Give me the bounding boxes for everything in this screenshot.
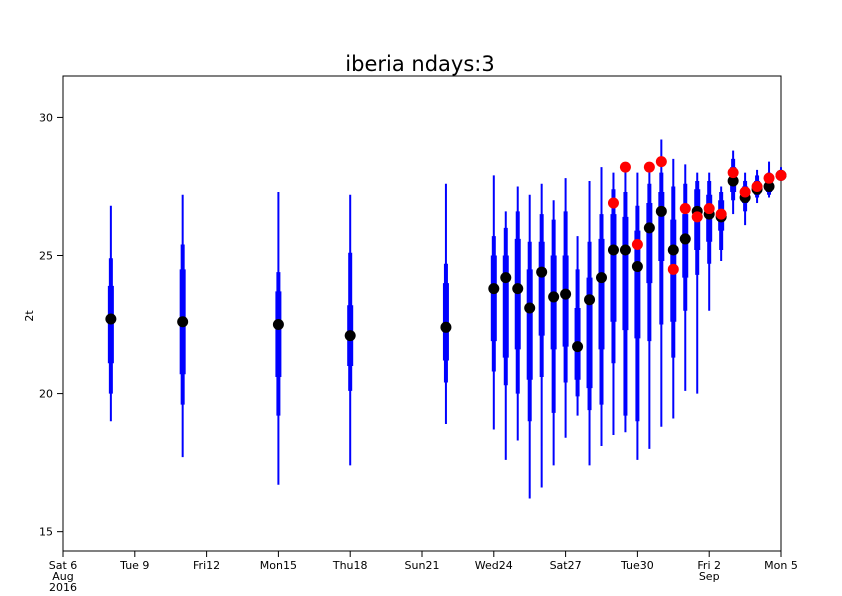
y-axis-label: 2t [23,310,36,322]
observed-point [703,203,715,215]
observed-point [655,156,667,168]
median-point [488,283,500,295]
median-point [727,175,739,187]
x-tick-label: Aug [52,570,73,583]
median-point [272,319,284,331]
median-point [524,302,536,314]
x-tick-label: Sat27 [550,559,582,572]
x-tick-label: Tue 9 [119,559,149,572]
median-point [679,233,691,245]
median-point [500,272,512,284]
median-point [105,313,117,325]
observed-point [679,203,691,215]
median-point [655,205,667,217]
x-tick-label: Sat 6 [49,559,78,572]
y-tick-label: 30 [39,111,53,124]
observed-point [739,186,751,198]
x-tick-label: Wed24 [475,559,513,572]
observed-point [667,263,679,275]
median-point [667,244,679,256]
x-tick-label: Fri12 [193,559,220,572]
median-point [763,180,775,192]
observed-point [619,161,631,173]
box-series [107,139,784,499]
observed-point [763,172,775,184]
median-point [619,244,631,256]
x-tick-label: Tue30 [620,559,654,572]
median-point [596,272,607,284]
observed-point [631,238,643,250]
median-point [584,294,596,306]
observed-point [751,180,763,192]
median-series [105,169,787,353]
median-point [607,244,619,256]
median-point [643,222,655,234]
x-tick-label: Mon 5 [764,559,798,572]
observed-point [643,161,655,173]
x-tick-label: 2016 [49,581,77,594]
y-tick-label: 15 [39,526,53,539]
x-tick-label: Mon15 [260,559,297,572]
median-point [440,321,452,333]
observed-point [691,211,703,223]
median-point [536,266,548,278]
median-point [177,316,189,328]
y-tick-label: 25 [39,250,53,263]
median-point [548,291,560,303]
median-point [512,283,524,295]
median-point [344,330,356,342]
y-tick-label: 20 [39,388,53,401]
median-point [560,288,572,300]
chart-title: iberia ndays:3 [345,52,494,76]
observed-point [715,208,727,220]
median-point [572,341,584,353]
observed-point [775,169,787,181]
observed-point [727,167,739,179]
median-point [631,261,643,273]
x-tick-label: Sun21 [405,559,440,572]
x-tick-label: Sep [699,570,720,583]
x-tick-label: Fri 2 [697,559,721,572]
y-axis: 15 20 25 30 [39,111,63,539]
observed-series [607,156,787,275]
x-tick-label: Thu18 [332,559,368,572]
observed-point [607,197,619,209]
